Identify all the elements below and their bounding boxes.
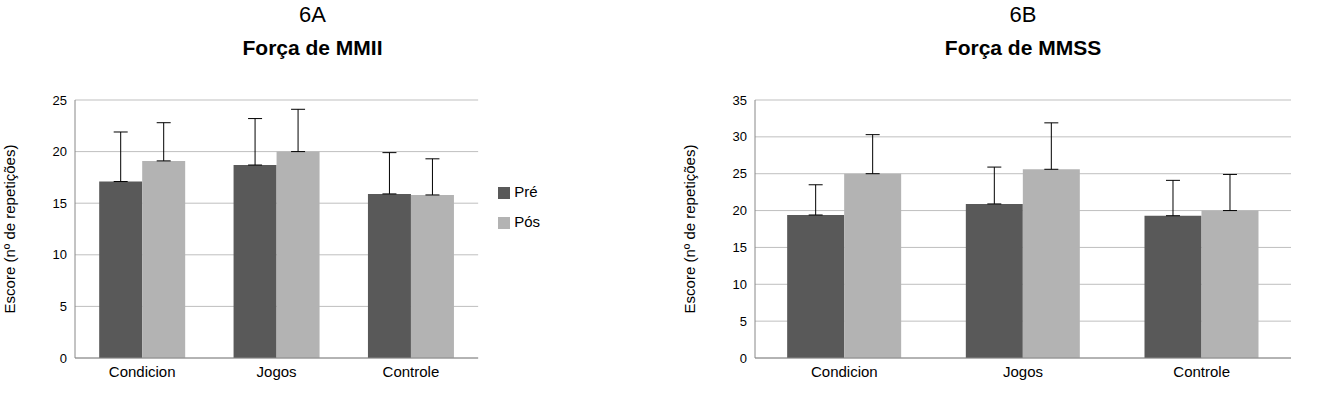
svg-text:0: 0 — [740, 351, 747, 366]
svg-text:5: 5 — [60, 299, 67, 314]
svg-text:Condicion: Condicion — [811, 363, 878, 380]
svg-text:Escore (nº de repetições): Escore (nº de repetições) — [8, 145, 18, 314]
html-text:Força de MMII: Força de MMII — [242, 36, 383, 59]
svg-text:5: 5 — [740, 314, 747, 329]
html-text:6B: 6B — [1009, 2, 1037, 27]
svg-text:20: 20 — [733, 203, 747, 218]
svg-text:Condicion: Condicion — [109, 363, 176, 380]
svg-text:35: 35 — [733, 93, 747, 108]
svg-text:15: 15 — [53, 196, 67, 211]
svg-text:Controle: Controle — [1173, 363, 1230, 380]
svg-text:25: 25 — [733, 166, 747, 181]
svg-text:15: 15 — [733, 240, 747, 255]
svg-text:30: 30 — [733, 129, 747, 144]
svg-text:Jogos: Jogos — [1003, 363, 1043, 380]
html-text:Pré: Pré — [514, 182, 538, 200]
svg-text:0: 0 — [60, 351, 67, 366]
svg-text:Controle: Controle — [383, 363, 440, 380]
html-text:Força de MMSS: Força de MMSS — [944, 36, 1102, 59]
svg-text:Jogos: Jogos — [257, 363, 297, 380]
html-text:Pós: Pós — [514, 212, 540, 230]
svg-text:20: 20 — [53, 144, 67, 159]
svg-text:10: 10 — [733, 277, 747, 292]
svg-text:Escore (nº de repetições): Escore (nº de repetições) — [681, 145, 698, 314]
html-text:6A: 6A — [299, 2, 326, 27]
svg-text:10: 10 — [53, 247, 67, 262]
svg-text:25: 25 — [53, 93, 67, 108]
